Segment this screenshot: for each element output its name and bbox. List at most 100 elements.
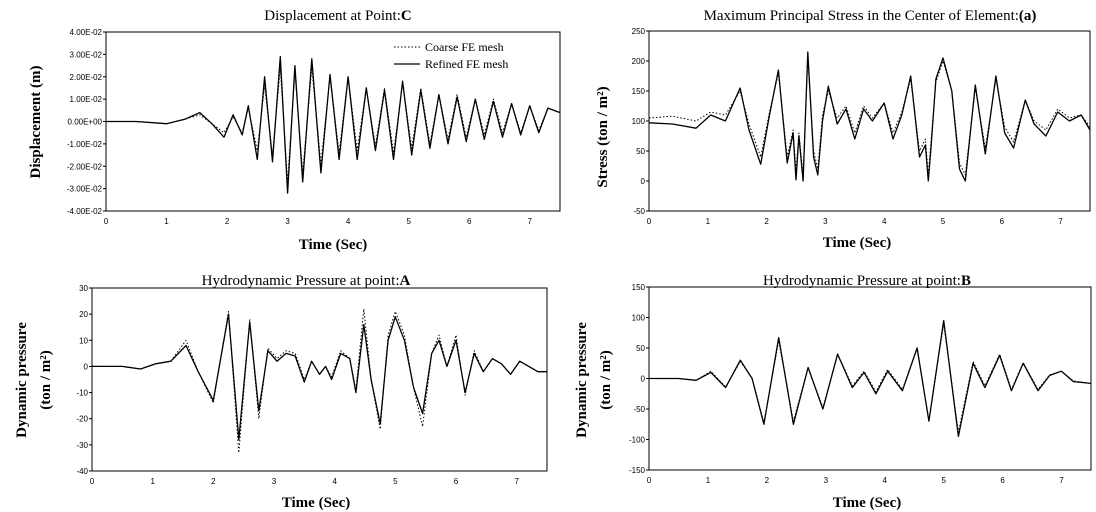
panel-pressure-b-ylabel-line2: (ton / m²) [598,350,614,410]
disp-ytick-3: 1.00E-02 [70,95,103,104]
panel-pressure-a: Hydrodynamic Pressure at point:A Dynamic… [14,273,548,511]
pa-ytick-6: -30 [76,441,88,450]
panel-pressure-b-plot-area [648,286,1092,471]
pb-xtick-1: 1 [706,476,711,485]
panel-pressure-b-ylabel-line1: Dynamic pressure [574,322,590,438]
panel-pressure-b-title: Hydrodynamic Pressure at point:B [763,273,971,289]
panel-displacement-title: Displacement at Point:C [264,8,411,24]
panel-pressure-b-xlabel: Time (Sec) [833,495,901,511]
pa-ytick-5: -20 [76,415,88,424]
panel-pressure-a-plot-area [91,287,548,472]
panel-displacement-ticks: 0 1 2 3 4 5 6 7 4.00E-02 3.00E-02 2.00E-02 1.00E-02… [67,28,533,226]
pb-series-coarse-line [649,323,1092,433]
panel-pressure-b-ticks: 0 1 2 3 4 5 6 7 150 100 50 0 -50 -100 -150 [629,283,1064,485]
disp-ytick-5: -1.00E-02 [67,140,103,149]
stress-ytick-6: -50 [633,207,645,216]
stress-ytick-2: 150 [632,87,646,96]
disp-ytick-4: 0.00E+00 [68,118,103,127]
panel-stress-title: Maximum Principal Stress in the Center o… [704,8,1037,24]
pa-ytick-0: 30 [79,284,88,293]
pa-ytick-7: -40 [76,467,88,476]
pa-xtick-7: 7 [514,477,519,486]
disp-xtick-0: 0 [104,217,109,226]
pb-xtick-4: 4 [883,476,888,485]
disp-series-refined-line [106,55,561,194]
stress-xtick-5: 5 [941,217,946,226]
stress-ytick-3: 100 [632,117,646,126]
pa-series-refined-line [92,313,547,441]
disp-series-coarse-line [106,67,561,183]
panel-stress-series [648,51,1091,182]
panel-displacement-series [106,55,561,194]
stress-ytick-4: 50 [636,147,645,156]
panel-displacement-ylabel: Displacement (m) [28,66,44,179]
pa-ytick-2: 10 [79,336,88,345]
pb-xtick-3: 3 [824,476,829,485]
disp-xtick-1: 1 [164,217,169,226]
panel-pressure-a-ylabel-line1: Dynamic pressure [14,322,30,438]
disp-ytick-6: -2.00E-02 [67,162,103,171]
disp-ytick-2: 2.00E-02 [70,73,103,82]
stress-xtick-0: 0 [647,217,652,226]
pb-ytick-3: 0 [641,375,646,384]
stress-xtick-1: 1 [706,217,711,226]
panel-displacement: Displacement at Point:C Displacement (m)… [28,8,561,253]
panel-stress-xlabel: Time (Sec) [823,235,891,251]
pa-ytick-4: -10 [76,389,88,398]
panel-pressure-a-series [92,308,547,454]
disp-xtick-7: 7 [528,217,533,226]
pa-xtick-3: 3 [272,477,277,486]
panel-stress-plot-area [648,30,1091,212]
stress-xtick-6: 6 [1000,217,1005,226]
pb-ytick-5: -100 [629,436,646,445]
panel-pressure-b-series [649,319,1092,438]
legend-coarse-label: Coarse FE mesh [425,40,504,54]
disp-ytick-0: 4.00E-02 [70,28,103,37]
stress-xtick-2: 2 [764,217,769,226]
panel-displacement-xlabel: Time (Sec) [299,237,367,253]
panel-stress: Maximum Principal Stress in the Center o… [595,8,1091,251]
pb-xtick-5: 5 [941,476,946,485]
pa-xtick-0: 0 [90,477,95,486]
pa-series-coarse-line [92,308,547,454]
disp-xtick-5: 5 [406,217,411,226]
panel-pressure-b: Hydrodynamic Pressure at point:B Dynamic… [574,273,1092,511]
pb-ytick-6: -150 [629,466,646,475]
disp-xtick-6: 6 [467,217,472,226]
pa-ytick-1: 20 [79,310,88,319]
pb-series-refined-line [649,319,1092,438]
pb-ytick-0: 150 [632,283,646,292]
pb-xtick-6: 6 [1000,476,1005,485]
panel-displacement-legend: Coarse FE mesh Refined FE mesh [394,40,508,71]
pa-xtick-5: 5 [393,477,398,486]
pa-xtick-2: 2 [211,477,216,486]
pb-xtick-7: 7 [1059,476,1064,485]
pa-ytick-3: 0 [84,362,89,371]
pa-xtick-1: 1 [150,477,155,486]
panel-pressure-a-title: Hydrodynamic Pressure at point:A [202,273,411,289]
stress-xtick-4: 4 [882,217,887,226]
disp-xtick-4: 4 [346,217,351,226]
panel-pressure-a-ylabel-line2: (ton / m²) [38,350,54,410]
pb-ytick-1: 100 [632,314,646,323]
disp-ytick-8: -4.00E-02 [67,207,103,216]
disp-ytick-7: -3.00E-02 [67,185,103,194]
stress-ytick-0: 250 [632,27,646,36]
disp-ytick-1: 3.00E-02 [70,50,103,59]
pb-ytick-4: -50 [633,405,645,414]
disp-xtick-2: 2 [225,217,230,226]
pa-xtick-4: 4 [332,477,337,486]
legend-refined-label: Refined FE mesh [425,57,508,71]
pb-ytick-2: 50 [636,344,645,353]
stress-series-refined-line [648,51,1091,182]
stress-ytick-1: 200 [632,57,646,66]
pb-xtick-0: 0 [647,476,652,485]
disp-xtick-3: 3 [285,217,290,226]
panel-pressure-a-ticks: 0 1 2 3 4 5 6 7 30 20 10 0 -10 -20 -30 -40 [76,284,519,486]
panel-stress-ylabel: Stress (ton / m²) [595,86,611,187]
pa-xtick-6: 6 [454,477,459,486]
stress-xtick-7: 7 [1058,217,1063,226]
stress-ytick-5: 0 [641,177,646,186]
